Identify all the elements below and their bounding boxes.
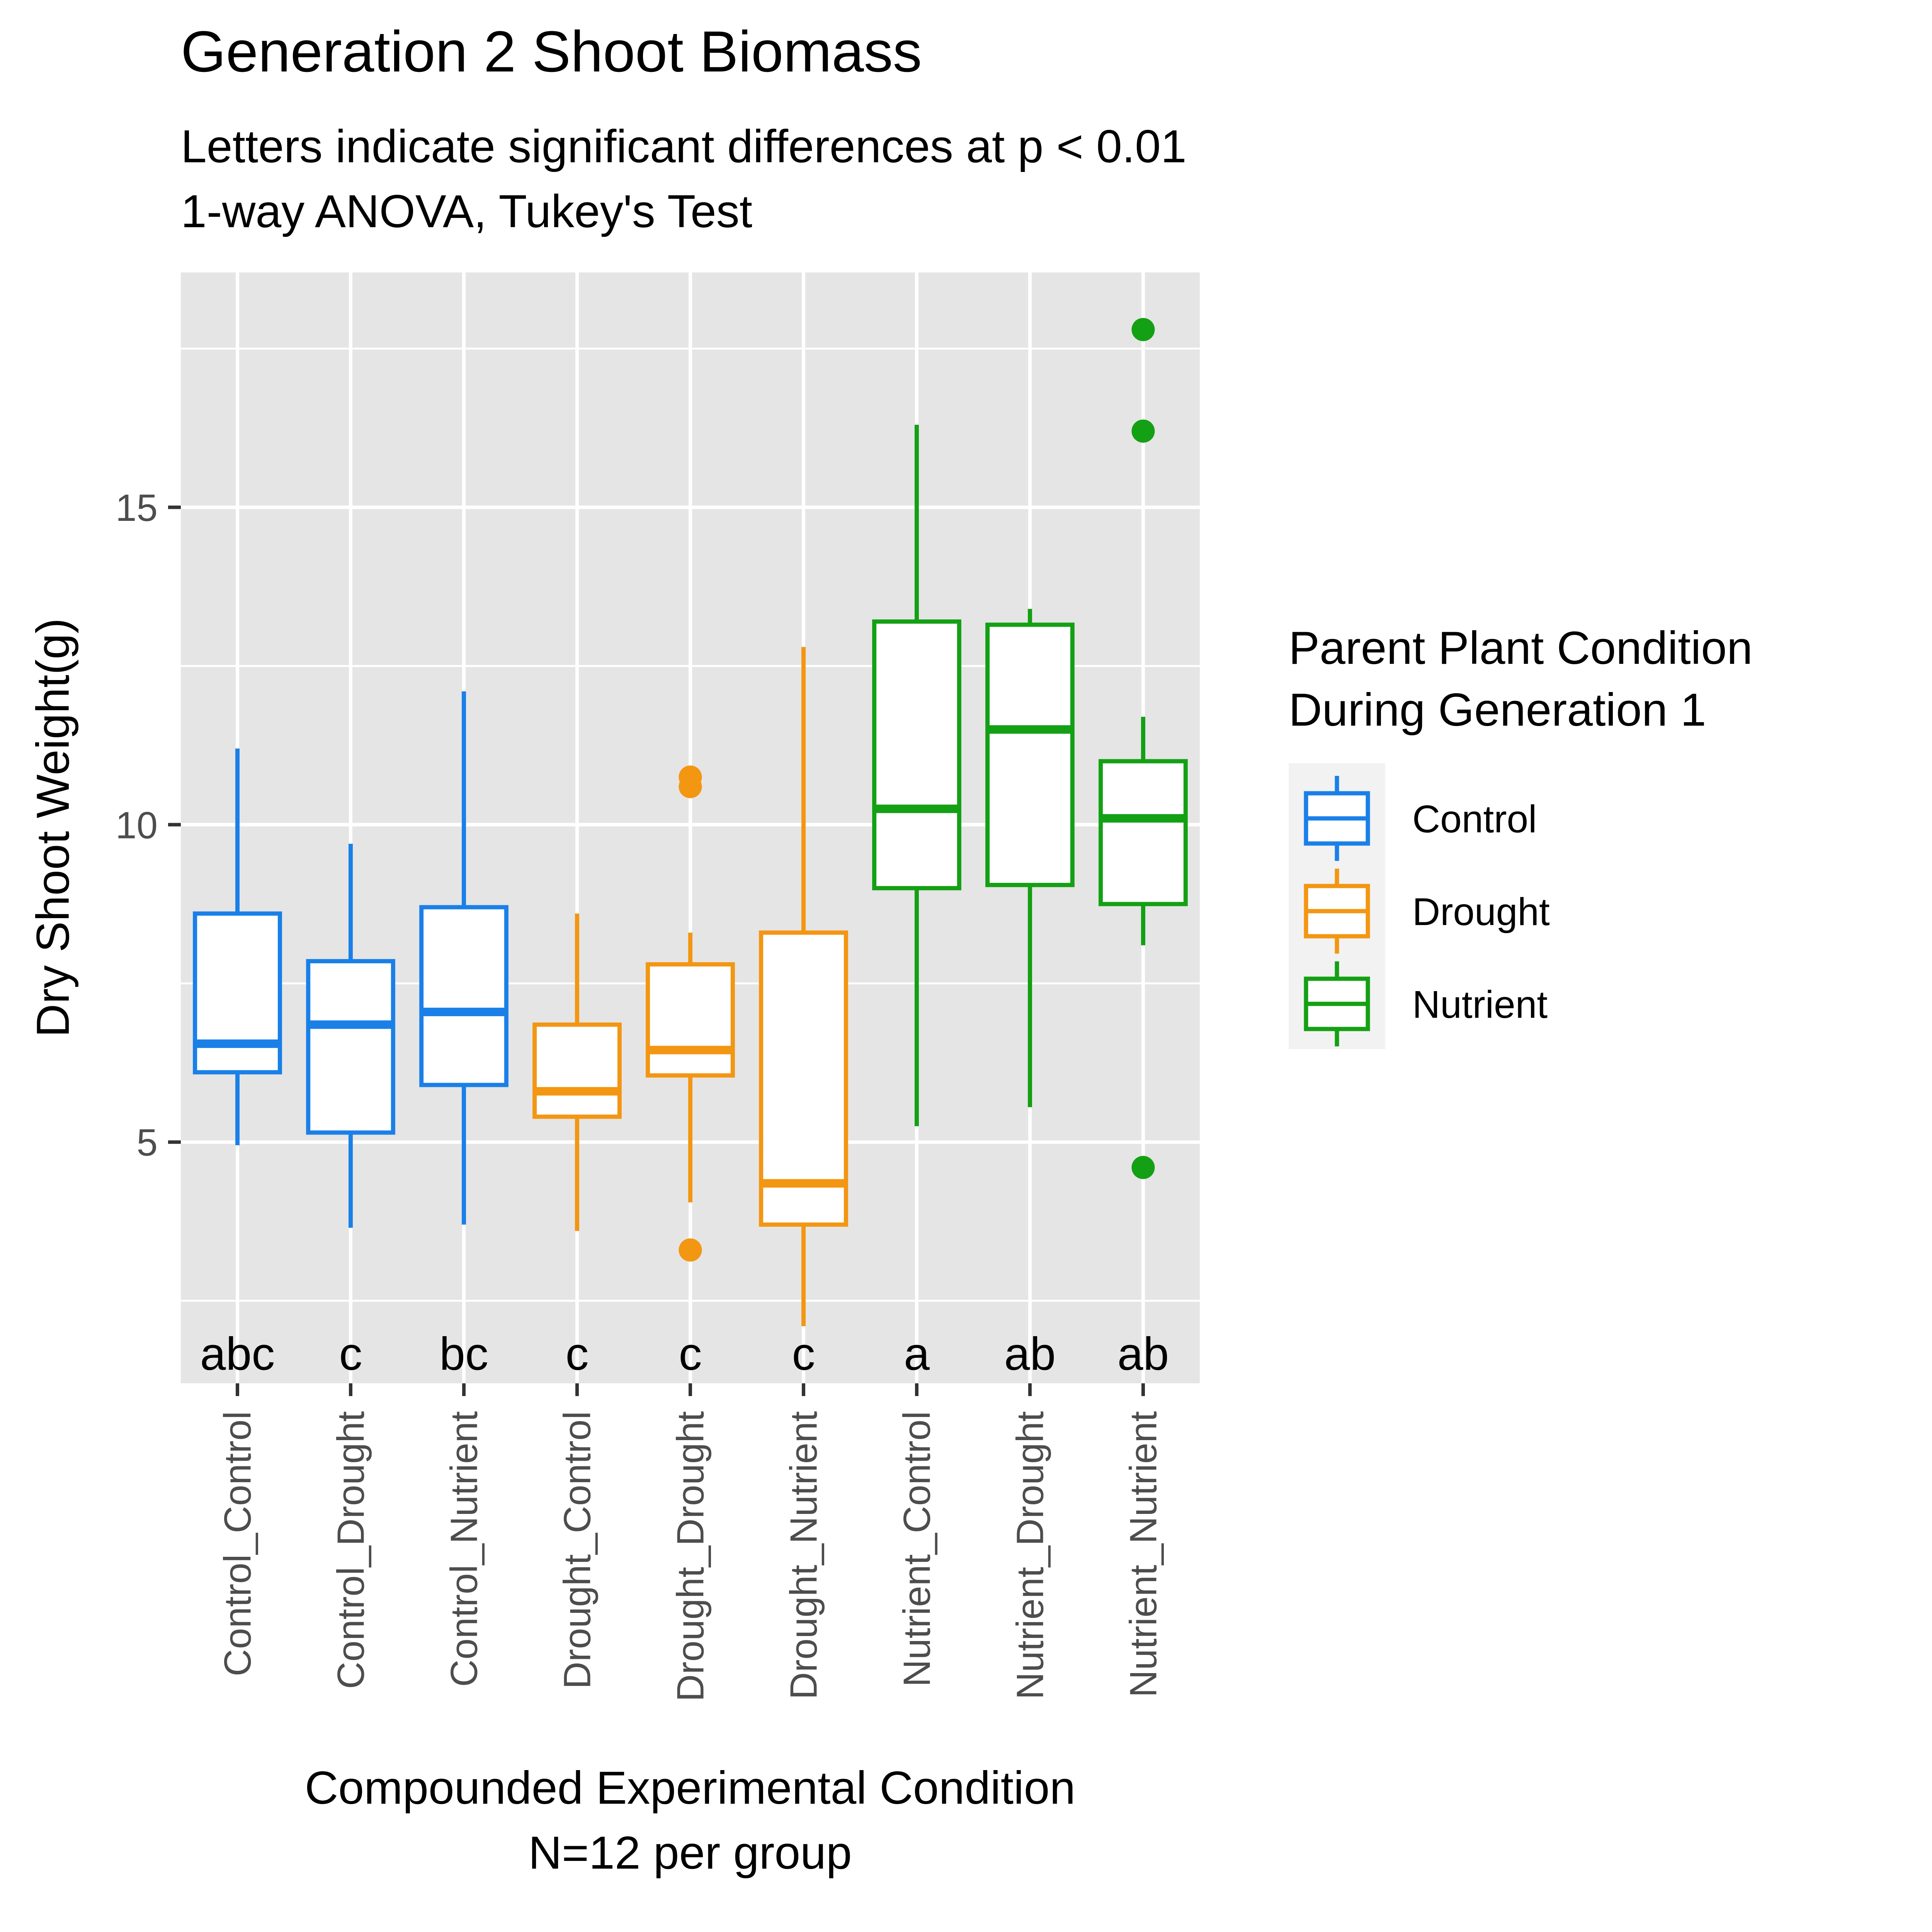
box-Nutrient_Control <box>872 425 961 1126</box>
legend-key-drought: Drought <box>1304 869 1550 954</box>
x-tick-label: Drought_Nutrient <box>782 1411 825 1699</box>
box-Nutrient_Nutrient <box>1099 318 1188 1179</box>
y-axis: 5 10 15 <box>116 486 181 1164</box>
box-iqr <box>419 905 509 1087</box>
x-tick-label: Nutrient_Nutrient <box>1122 1411 1165 1697</box>
outlier-point <box>679 1238 702 1262</box>
legend-label: Control <box>1412 798 1537 841</box>
box-iqr <box>646 962 735 1078</box>
x-tick-label: Drought_Control <box>556 1411 599 1689</box>
legend-label: Nutrient <box>1412 983 1548 1026</box>
x-axis: Control_Control Control_Drought Control_Nu… <box>216 1383 1165 1702</box>
chart-subtitle-line-2: 1-way ANOVA, Tukey's Test <box>181 185 752 237</box>
box-iqr <box>985 622 1075 887</box>
x-tick-label: Nutrient_Control <box>896 1411 938 1687</box>
significance-letter: c <box>792 1328 815 1380</box>
x-axis-title-line-2: N=12 per group <box>528 1827 852 1879</box>
chart-title: Generation 2 Shoot Biomass <box>181 19 922 84</box>
significance-letter: c <box>679 1328 702 1380</box>
y-tick-label: 15 <box>116 486 158 529</box>
box-iqr <box>532 1022 622 1119</box>
significance-letter: ab <box>1117 1328 1169 1380</box>
x-tick-label: Control_Drought <box>330 1411 372 1689</box>
box-iqr <box>759 930 848 1227</box>
significance-letter: bc <box>439 1328 488 1380</box>
y-tick-label: 5 <box>136 1121 158 1164</box>
box-iqr <box>193 911 282 1075</box>
box-Drought_Nutrient <box>759 647 848 1327</box>
x-tick-label: Control_Nutrient <box>443 1411 485 1687</box>
significance-letter: a <box>904 1328 930 1380</box>
significance-letter: ab <box>1004 1328 1056 1380</box>
significance-letters: abc c bc c c c a ab ab <box>200 1328 1169 1380</box>
legend-key-nutrient: Nutrient <box>1304 961 1548 1046</box>
box-iqr <box>872 619 961 891</box>
legend: Parent Plant Condition During Generation… <box>1289 622 1753 1049</box>
box-Control_Drought <box>306 844 395 1228</box>
x-tick-label: Nutrient_Drought <box>1009 1411 1051 1699</box>
significance-letter: abc <box>200 1328 275 1380</box>
x-tick-label: Control_Control <box>216 1411 259 1676</box>
x-axis-title-line-1: Compounded Experimental Condition <box>305 1762 1076 1814</box>
legend-keys: Control Drought Nutrient <box>1289 763 1550 1049</box>
box-Drought_Control <box>532 913 622 1231</box>
y-tick-label: 10 <box>116 804 158 846</box>
legend-label: Drought <box>1412 890 1550 934</box>
box-Control_Control <box>193 748 282 1145</box>
box-Control_Nutrient <box>419 691 509 1225</box>
y-axis-title: Dry Shoot Weight(g) <box>27 618 79 1037</box>
legend-title-line-2: During Generation 1 <box>1289 684 1706 736</box>
significance-letter: c <box>566 1328 589 1380</box>
chart-subtitle-line-1: Letters indicate significant differences… <box>181 121 1187 172</box>
legend-title-line-1: Parent Plant Condition <box>1289 622 1753 674</box>
significance-letter: c <box>339 1328 362 1380</box>
box-iqr <box>306 959 395 1135</box>
outlier-point <box>679 775 702 798</box>
outlier-point <box>1131 1156 1155 1179</box>
legend-key-control: Control <box>1304 776 1537 861</box>
boxes <box>193 318 1188 1327</box>
box-Drought_Drought <box>646 765 735 1262</box>
outlier-point <box>1131 318 1155 341</box>
box-iqr <box>1099 759 1188 906</box>
outlier-point <box>1131 419 1155 443</box>
x-tick-label: Drought_Drought <box>669 1411 712 1702</box>
box-Nutrient_Drought <box>985 609 1075 1107</box>
